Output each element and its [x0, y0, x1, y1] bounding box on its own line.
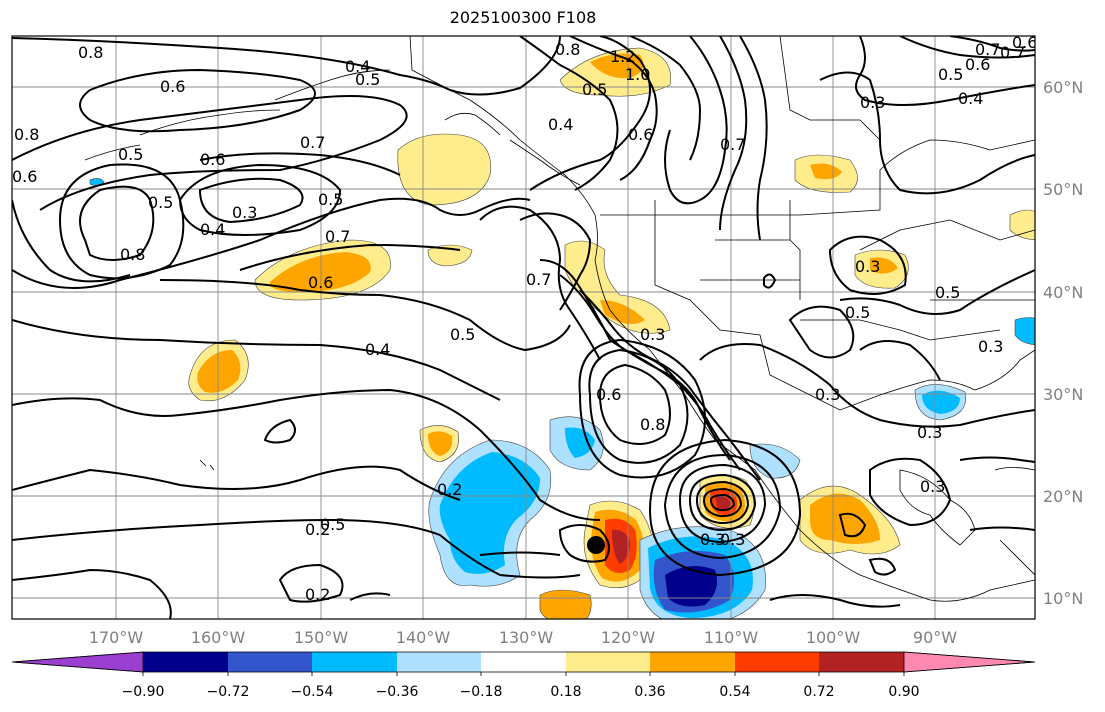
contour-label: 0.5	[450, 325, 475, 344]
graticule	[12, 36, 1035, 619]
colorbar-tick-label: −0.18	[460, 684, 503, 700]
contour-label: 0.6	[308, 273, 333, 292]
lon-label: 110°W	[704, 628, 759, 647]
lon-label: 90°W	[913, 628, 957, 647]
colorbar-segment	[735, 652, 819, 672]
contour-label: 0.7	[1000, 43, 1025, 62]
colorbar-segment	[481, 652, 566, 672]
latitude-labels: 60°N 50°N 40°N 30°N 20°N 10°N	[1043, 78, 1083, 608]
contour-label: 0.3	[855, 257, 880, 276]
contour-label: 0.6	[160, 77, 185, 96]
colorbar	[11, 651, 1036, 676]
contour-label: 0.4	[345, 57, 370, 76]
contour-label: 0.5	[355, 70, 380, 89]
lon-label: 160°W	[191, 628, 246, 647]
colorbar-tick-label: 0.36	[634, 684, 665, 700]
contour-label: 0.3	[700, 530, 725, 549]
colorbar-tick-label: 0.72	[803, 684, 834, 700]
contour-label: 0.3	[720, 530, 745, 549]
contour-label: 1.2	[610, 47, 635, 66]
colorbar-tick-label: −0.72	[207, 684, 250, 700]
contour-label: 0.8	[555, 40, 580, 59]
lat-label: 10°N	[1043, 589, 1083, 608]
colorbar-extend-min	[11, 651, 144, 673]
colorbar-segment	[228, 652, 312, 672]
contour-label: 0.4	[365, 340, 390, 359]
map-frame	[11, 35, 1036, 620]
contour-label: 0.8	[78, 43, 103, 62]
lon-label: 150°W	[294, 628, 349, 647]
colorbar-tick-label: −0.90	[122, 684, 165, 700]
contour-label: 0.5	[320, 515, 345, 534]
contour-label: 0.5	[845, 303, 870, 322]
contour-label: 0.8	[640, 415, 665, 434]
colorbar-segment	[650, 652, 735, 672]
contour-label: 0.5	[318, 190, 343, 209]
contour-label: 0.6	[596, 385, 621, 404]
contour-label-layer: 0.8 0.4 0.5 0.6 0.7 0.5 0.6 0.3 0.5 0.7 …	[12, 33, 1037, 604]
contour-label: 0.3	[978, 337, 1003, 356]
colorbar-segment	[397, 652, 481, 672]
contour-label: 0.3	[860, 93, 885, 112]
colorbar-extend-max	[903, 651, 1036, 673]
colorbar-tick-label: 0.90	[888, 684, 919, 700]
contour-label: 0.2	[437, 480, 462, 499]
lon-label: 100°W	[806, 628, 861, 647]
colorbar-segment	[312, 652, 397, 672]
lat-label: 30°N	[1043, 385, 1083, 404]
lon-label: 140°W	[396, 628, 451, 647]
contour-label: 0.2	[305, 585, 330, 604]
lat-label: 40°N	[1043, 283, 1083, 302]
contour-label: 0.5	[935, 283, 960, 302]
contour-label: 0.7	[300, 133, 325, 152]
contour-label: 0.5	[938, 65, 963, 84]
longitude-labels: 170°W 160°W 150°W 140°W 130°W 120°W 110°…	[89, 628, 957, 647]
contour-label: 0.8	[120, 245, 145, 264]
colorbar-tick-label: −0.36	[376, 684, 419, 700]
contour-label: 0.4	[200, 220, 225, 239]
contour-label: 1.0	[625, 65, 650, 84]
colorbar-segment	[819, 652, 904, 672]
contour-label: 0.7	[526, 270, 551, 289]
contour-label: 0.4	[548, 115, 573, 134]
contour-label: 0.6	[965, 55, 990, 74]
colorbar-segment	[143, 652, 228, 672]
contour-label: 0.2	[305, 520, 330, 539]
colorbar-tick-label: 0.54	[719, 684, 750, 700]
contour-label: 0.7	[720, 135, 745, 154]
lat-label: 60°N	[1043, 78, 1083, 97]
lat-label: 20°N	[1043, 487, 1083, 506]
contour-label: 0.7	[325, 227, 350, 246]
map-title: 2025100300 F108	[449, 8, 597, 27]
lat-label: 50°N	[1043, 180, 1083, 199]
contour-label: 0.5	[148, 193, 173, 212]
colorbar-tick-labels: −0.90 −0.72 −0.54 −0.36 −0.18 0.18 0.36 …	[122, 684, 920, 700]
storm-center-marker	[587, 536, 605, 554]
lon-label: 120°W	[601, 628, 656, 647]
contour-label: 0.3	[640, 325, 665, 344]
contour-lines	[12, 36, 1035, 619]
contour-label: 0.3	[815, 385, 840, 404]
contour-label: 0.4	[958, 89, 983, 108]
contour-label: 0.3	[232, 203, 257, 222]
contour-label: 0.3	[920, 477, 945, 496]
contour-label: 0.5	[118, 145, 143, 164]
lon-label: 130°W	[499, 628, 554, 647]
contour-label: 0.6	[12, 167, 37, 186]
contour-label: 0.8	[14, 125, 39, 144]
colorbar-segment	[566, 652, 650, 672]
contour-label: 0.6	[628, 125, 653, 144]
contour-label: 0.5	[582, 80, 607, 99]
contour-label: 0.3	[917, 423, 942, 442]
contour-label: 0.6	[1012, 33, 1037, 52]
lon-label: 170°W	[89, 628, 144, 647]
contour-label: 0.6	[200, 150, 225, 169]
colorbar-tick-label: 0.18	[550, 684, 581, 700]
contour-label: 0.7	[975, 40, 1000, 59]
colorbar-tick-label: −0.54	[291, 684, 334, 700]
